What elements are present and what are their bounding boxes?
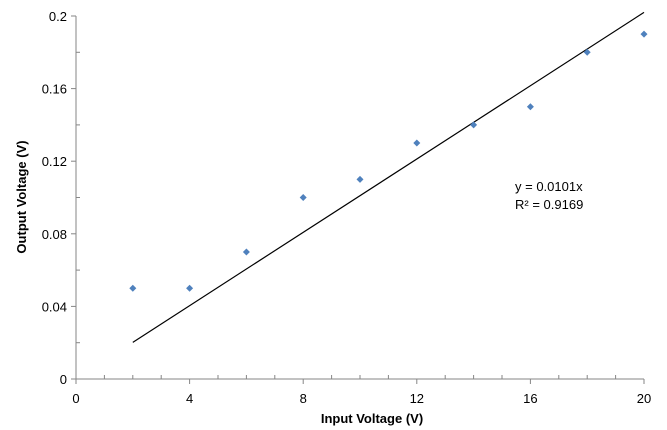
data-point <box>356 175 364 183</box>
data-point <box>470 121 478 129</box>
trendline-r-squared: R² = 0.9169 <box>515 197 583 212</box>
y-tick-label: 0.16 <box>42 82 67 97</box>
data-points <box>129 30 648 292</box>
x-tick-label: 12 <box>410 391 424 406</box>
data-point <box>186 284 194 292</box>
x-tick-label: 20 <box>637 391 651 406</box>
y-tick-label: 0 <box>60 372 67 387</box>
data-point <box>640 30 648 38</box>
data-point <box>299 194 307 201</box>
data-point <box>583 48 591 56</box>
x-tick-label: 0 <box>72 391 79 406</box>
data-point <box>129 284 137 292</box>
y-axis-title: Output Voltage (V) <box>14 140 29 253</box>
y-tick-label: 0.2 <box>49 9 67 24</box>
data-point <box>526 103 534 111</box>
data-point <box>242 248 250 256</box>
x-axis-title: Input Voltage (V) <box>321 411 423 426</box>
y-tick-label: 0.08 <box>42 227 67 242</box>
tick-labels: 0 0.04 0.08 0.12 0.16 0.2 0 4 8 12 16 20 <box>42 9 652 406</box>
y-tick-label: 0.12 <box>42 154 67 169</box>
axes <box>71 15 645 384</box>
trendline-group <box>132 11 645 343</box>
x-tick-label: 4 <box>186 391 193 406</box>
y-tick-label: 0.04 <box>42 299 67 314</box>
trendline-equation: y = 0.0101x <box>515 179 583 194</box>
data-point <box>413 139 421 147</box>
x-tick-label: 8 <box>300 391 307 406</box>
x-tick-label: 16 <box>523 391 537 406</box>
trendline <box>132 11 645 343</box>
